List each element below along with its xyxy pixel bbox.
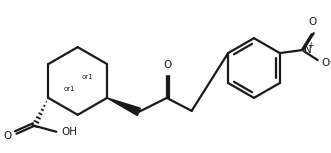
- Text: O: O: [164, 60, 172, 70]
- Text: or1: or1: [64, 86, 75, 92]
- Text: O: O: [322, 58, 330, 68]
- Text: N: N: [304, 45, 311, 55]
- Text: O: O: [308, 17, 317, 27]
- Text: ⁻: ⁻: [327, 59, 331, 68]
- Text: or1: or1: [82, 74, 93, 80]
- Text: +: +: [307, 41, 313, 50]
- Text: O: O: [3, 131, 12, 141]
- Polygon shape: [107, 98, 140, 116]
- Text: OH: OH: [61, 127, 77, 137]
